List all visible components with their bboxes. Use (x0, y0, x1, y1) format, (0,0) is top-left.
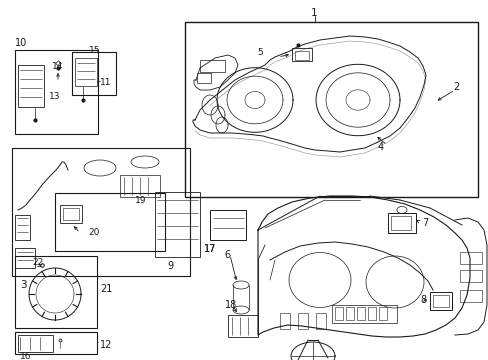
Bar (15, 50, 98, 134)
Bar (18, 65, 44, 107)
Bar (459, 290, 481, 302)
Text: 22: 22 (32, 258, 43, 267)
Bar (280, 313, 289, 329)
Text: 19: 19 (135, 196, 146, 205)
Bar (155, 192, 200, 257)
Bar (15, 256, 97, 328)
Text: 11: 11 (100, 78, 111, 87)
Bar (378, 307, 386, 320)
Bar (15, 215, 30, 240)
Bar (227, 315, 258, 337)
Text: 16: 16 (20, 352, 31, 360)
Bar (200, 60, 224, 72)
Bar (346, 307, 353, 320)
Bar (459, 270, 481, 282)
Bar (294, 51, 308, 60)
Bar (12, 148, 190, 276)
Bar (197, 73, 210, 83)
Text: 7: 7 (421, 218, 427, 228)
Text: 17: 17 (203, 244, 216, 254)
Bar (291, 48, 311, 61)
Bar (315, 313, 325, 329)
Bar (18, 335, 53, 352)
Bar (75, 58, 97, 86)
Bar (209, 210, 245, 240)
Bar (72, 52, 116, 95)
Bar (334, 307, 342, 320)
Text: 17: 17 (203, 244, 216, 254)
Text: 10: 10 (15, 38, 27, 48)
Bar (63, 208, 79, 220)
Text: 3: 3 (20, 280, 26, 290)
Text: 1: 1 (310, 8, 317, 18)
Bar (367, 307, 375, 320)
Text: 21: 21 (100, 284, 112, 294)
Bar (387, 213, 415, 233)
Text: 14: 14 (52, 62, 63, 71)
Text: 18: 18 (224, 300, 237, 310)
Text: 13: 13 (49, 92, 61, 101)
Bar (15, 332, 97, 354)
Text: 2: 2 (452, 82, 458, 92)
Bar (60, 205, 82, 223)
Bar (429, 292, 451, 310)
Text: 5: 5 (257, 48, 262, 57)
Bar (15, 248, 35, 268)
Text: 12: 12 (100, 340, 112, 350)
Bar (297, 313, 307, 329)
Bar (432, 295, 448, 307)
Bar (120, 175, 160, 197)
Text: 15: 15 (89, 46, 101, 55)
Text: 6: 6 (224, 250, 230, 260)
Bar (390, 216, 410, 230)
Bar (459, 252, 481, 264)
Text: 20: 20 (88, 228, 99, 237)
Text: 9: 9 (167, 261, 173, 271)
Bar (184, 22, 477, 197)
Text: 4: 4 (377, 142, 384, 152)
Bar (331, 305, 396, 323)
Text: 8: 8 (419, 295, 425, 305)
Bar (55, 193, 164, 251)
Bar (356, 307, 364, 320)
